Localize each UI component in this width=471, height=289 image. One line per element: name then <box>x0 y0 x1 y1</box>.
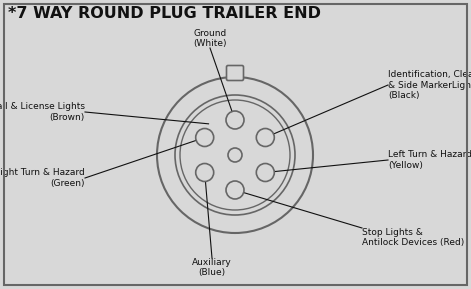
Circle shape <box>195 129 214 147</box>
Text: *7 WAY ROUND PLUG TRAILER END: *7 WAY ROUND PLUG TRAILER END <box>8 6 321 21</box>
Text: Ground
(White): Ground (White) <box>193 29 227 48</box>
Circle shape <box>175 95 295 215</box>
Circle shape <box>228 148 242 162</box>
Circle shape <box>226 111 244 129</box>
Text: Identification, Clearance
& Side MarkerLights
(Black): Identification, Clearance & Side MarkerL… <box>388 70 471 100</box>
Circle shape <box>256 164 274 181</box>
Circle shape <box>256 129 274 147</box>
Circle shape <box>180 100 290 210</box>
Text: Right Turn & Hazard
(Green): Right Turn & Hazard (Green) <box>0 168 85 188</box>
Circle shape <box>157 77 313 233</box>
Text: Tail & License Lights
(Brown): Tail & License Lights (Brown) <box>0 102 85 122</box>
Text: Left Turn & Hazard
(Yellow): Left Turn & Hazard (Yellow) <box>388 150 471 170</box>
Text: Auxiliary
(Blue): Auxiliary (Blue) <box>192 258 232 277</box>
FancyBboxPatch shape <box>227 66 244 81</box>
Circle shape <box>226 181 244 199</box>
Circle shape <box>195 164 214 181</box>
Text: Stop Lights &
Antilock Devices (Red): Stop Lights & Antilock Devices (Red) <box>362 228 464 247</box>
